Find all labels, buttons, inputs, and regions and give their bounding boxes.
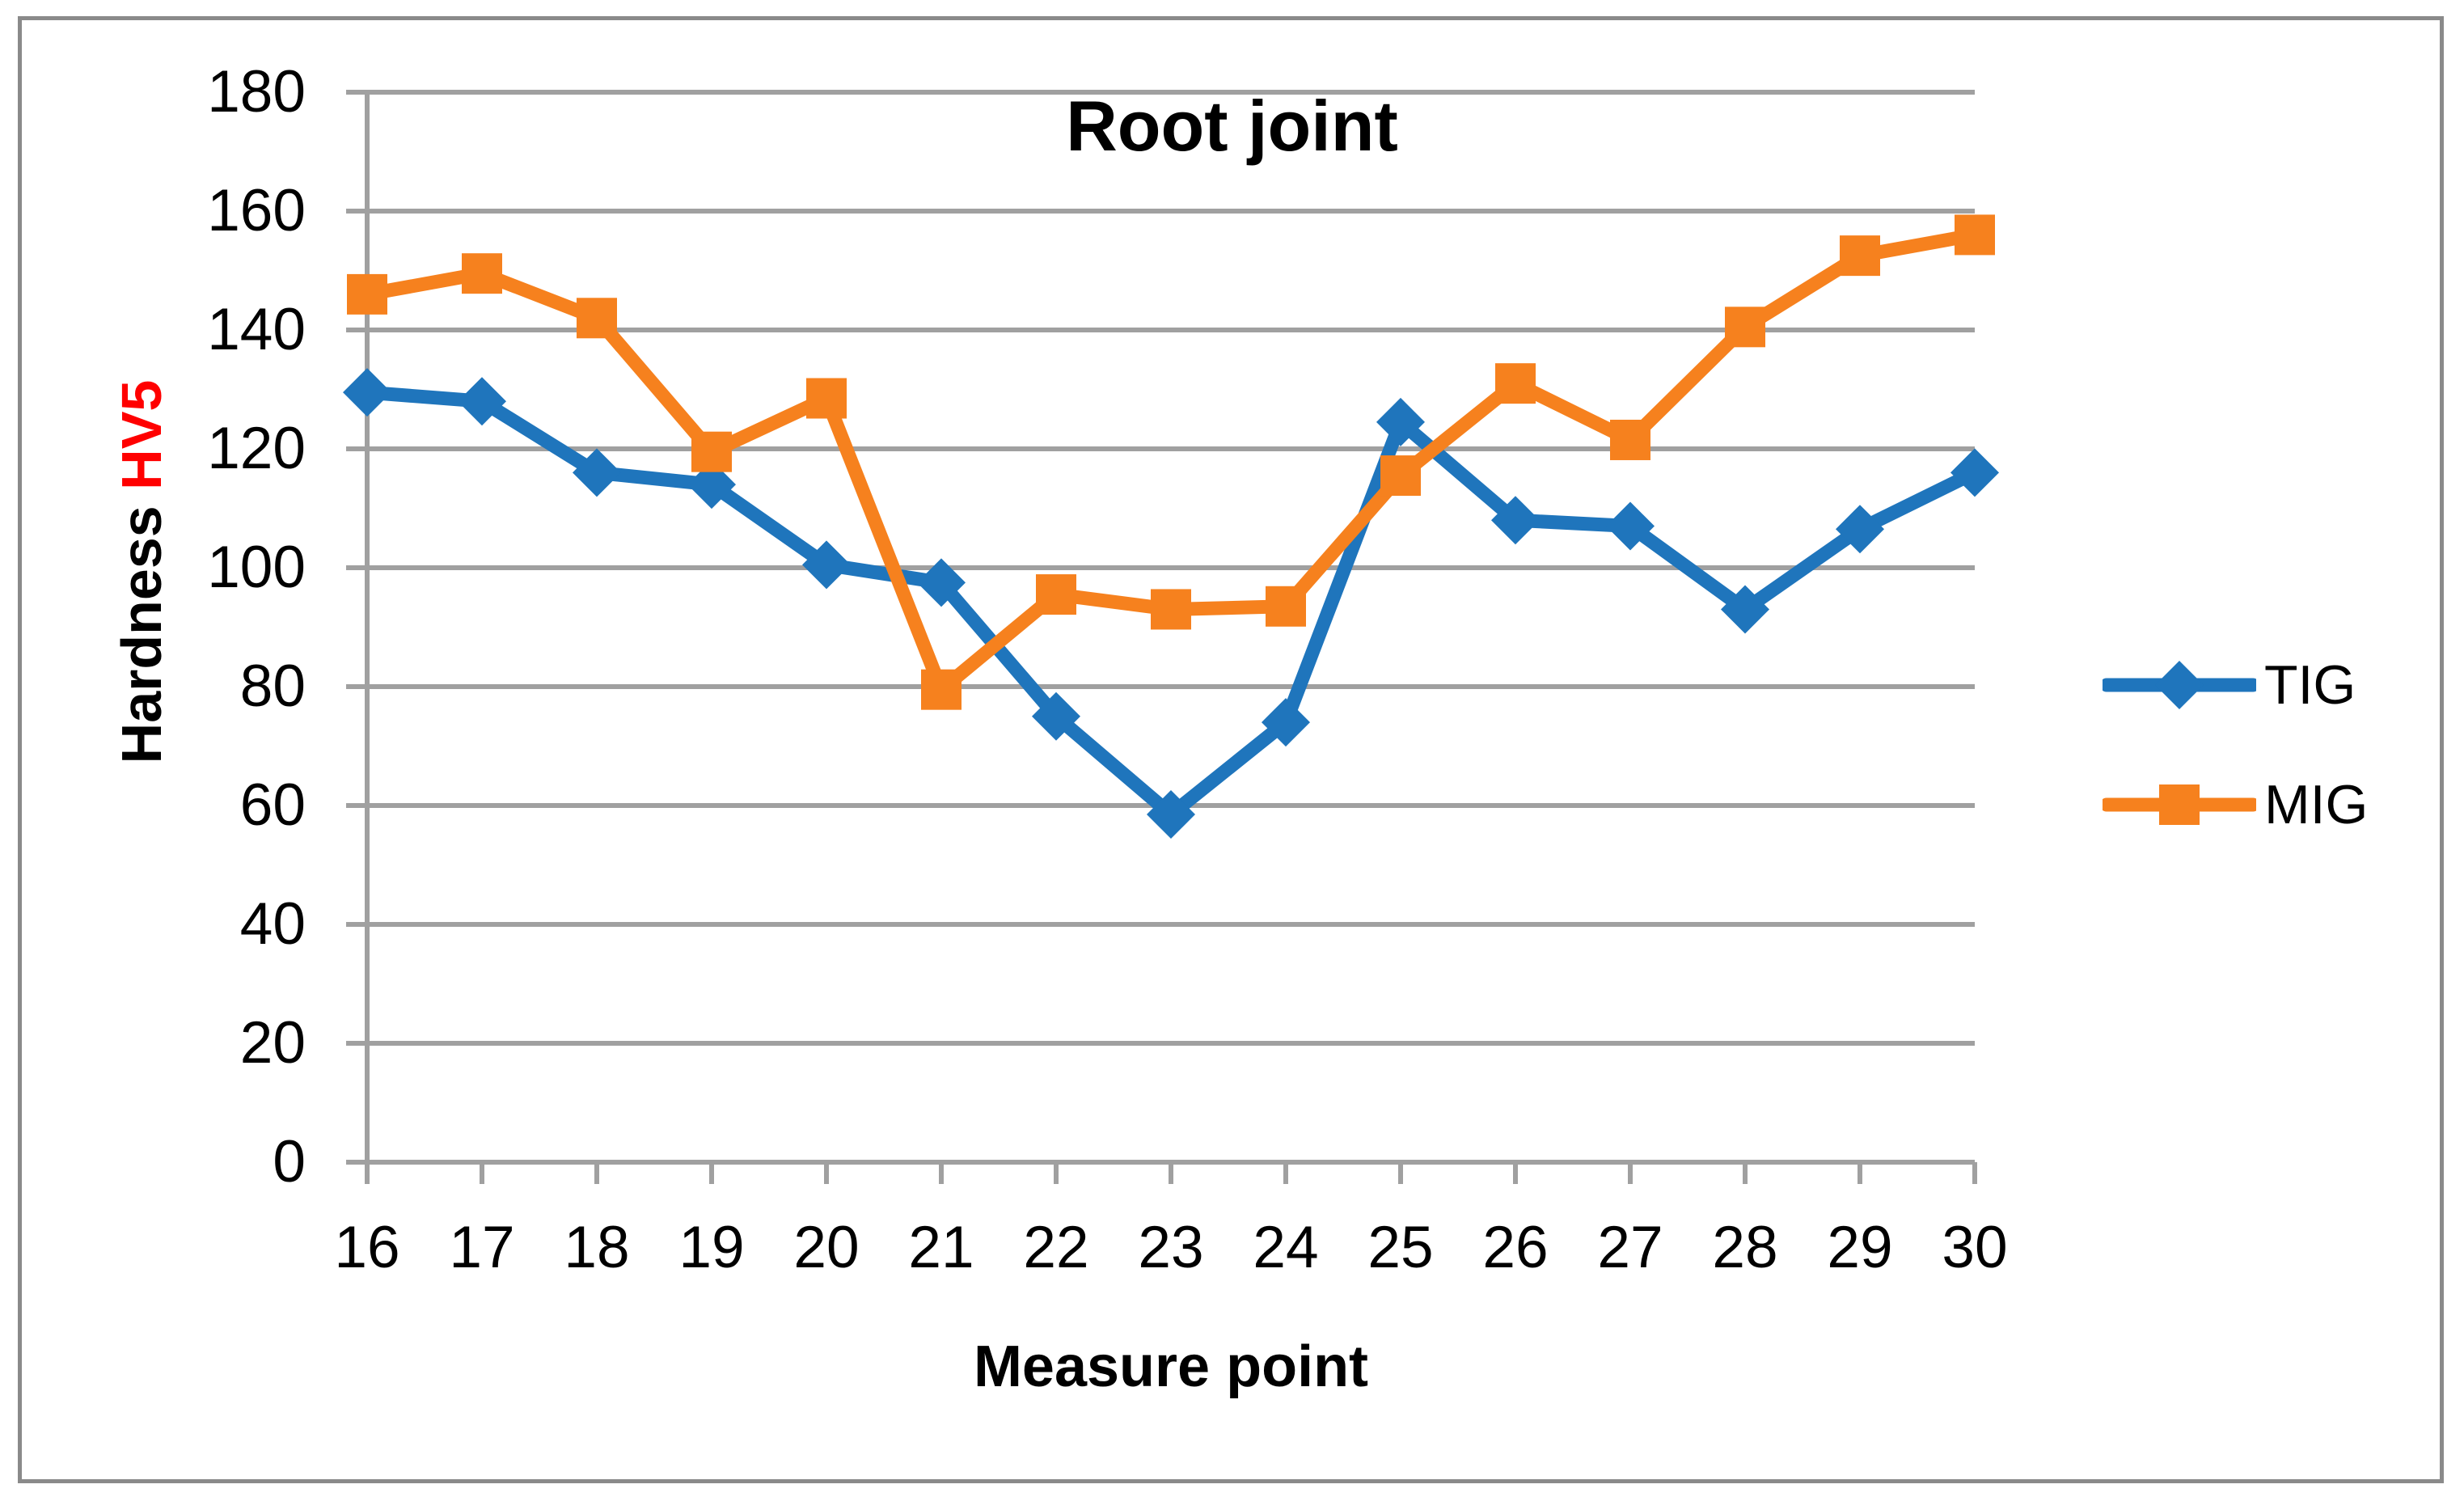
mig-marker-20 bbox=[806, 378, 847, 419]
y-tick-label-180: 180 bbox=[207, 59, 306, 125]
tig-marker-22 bbox=[1032, 691, 1080, 741]
chart-title: Root joint bbox=[1066, 86, 1398, 166]
x-tick-label-18: 18 bbox=[564, 1215, 630, 1280]
x-tick-label-25: 25 bbox=[1367, 1215, 1434, 1280]
legend-label-tig: TIG bbox=[2264, 654, 2356, 716]
tig-marker-19 bbox=[687, 460, 736, 510]
x-tick-label-27: 27 bbox=[1597, 1215, 1663, 1280]
mig-marker-17 bbox=[462, 253, 502, 294]
x-tick-label-22: 22 bbox=[1023, 1215, 1089, 1280]
y-tick-label-0: 0 bbox=[273, 1129, 306, 1195]
mig-marker-19 bbox=[691, 431, 732, 472]
tig-marker-18 bbox=[573, 448, 621, 497]
tig-marker-20 bbox=[802, 540, 851, 590]
y-tick-label-100: 100 bbox=[207, 535, 306, 600]
x-tick-label-30: 30 bbox=[1942, 1215, 2008, 1280]
y-tick-label-20: 20 bbox=[239, 1010, 306, 1076]
tig-marker-29 bbox=[1836, 505, 1884, 554]
x-tick-label-20: 20 bbox=[793, 1215, 860, 1280]
mig-marker-28 bbox=[1725, 307, 1765, 348]
mig-marker-27 bbox=[1610, 419, 1650, 460]
legend-item-tig: TIG bbox=[2103, 625, 2368, 745]
mig-marker-25 bbox=[1380, 455, 1421, 497]
x-tick-label-28: 28 bbox=[1712, 1215, 1778, 1280]
x-tick-label-23: 23 bbox=[1138, 1215, 1204, 1280]
mig-marker-30 bbox=[1955, 214, 1995, 256]
x-tick-label-26: 26 bbox=[1482, 1215, 1549, 1280]
mig-marker-26 bbox=[1495, 363, 1536, 404]
mig-marker-24 bbox=[1266, 586, 1306, 627]
tig-marker-27 bbox=[1606, 501, 1655, 551]
mig-legend-marker-icon bbox=[2103, 784, 2256, 825]
x-tick-label-19: 19 bbox=[678, 1215, 745, 1280]
tig-marker-21 bbox=[917, 558, 966, 607]
x-tick-label-17: 17 bbox=[449, 1215, 515, 1280]
mig-marker-21 bbox=[921, 669, 962, 710]
y-tick-label-140: 140 bbox=[207, 297, 306, 362]
mig-marker-22 bbox=[1036, 574, 1076, 615]
y-tick-label-120: 120 bbox=[207, 416, 306, 481]
x-tick-label-29: 29 bbox=[1827, 1215, 1893, 1280]
x-tick-label-24: 24 bbox=[1253, 1215, 1319, 1280]
legend-label-mig: MIG bbox=[2264, 774, 2369, 835]
tig-marker-25 bbox=[1376, 397, 1425, 446]
tig-marker-16 bbox=[343, 368, 391, 417]
mig-marker-16 bbox=[347, 273, 387, 315]
y-tick-label-160: 160 bbox=[207, 178, 306, 243]
tig-marker-28 bbox=[1721, 585, 1769, 634]
y-axis-title-hardness: Hardness bbox=[110, 489, 173, 764]
tig-marker-30 bbox=[1950, 448, 1999, 497]
tig-marker-17 bbox=[458, 377, 506, 426]
x-axis-title: Measure point bbox=[973, 1334, 1369, 1399]
legend-item-mig: MIG bbox=[2103, 745, 2368, 865]
tig-legend-marker-icon bbox=[2103, 661, 2256, 709]
tig-marker-26 bbox=[1491, 496, 1540, 545]
y-tick-label-40: 40 bbox=[239, 891, 306, 957]
x-tick-label-16: 16 bbox=[334, 1215, 400, 1280]
mig-marker-23 bbox=[1151, 589, 1191, 630]
tig-marker-23 bbox=[1147, 790, 1195, 839]
y-tick-label-60: 60 bbox=[239, 772, 306, 838]
legend: TIG MIG bbox=[2103, 625, 2368, 865]
x-tick-label-21: 21 bbox=[908, 1215, 974, 1280]
chart-border bbox=[18, 16, 2444, 1483]
tig-marker-24 bbox=[1262, 698, 1310, 747]
mig-marker-29 bbox=[1840, 235, 1880, 277]
mig-marker-18 bbox=[577, 298, 617, 339]
y-tick-label-80: 80 bbox=[239, 653, 306, 719]
